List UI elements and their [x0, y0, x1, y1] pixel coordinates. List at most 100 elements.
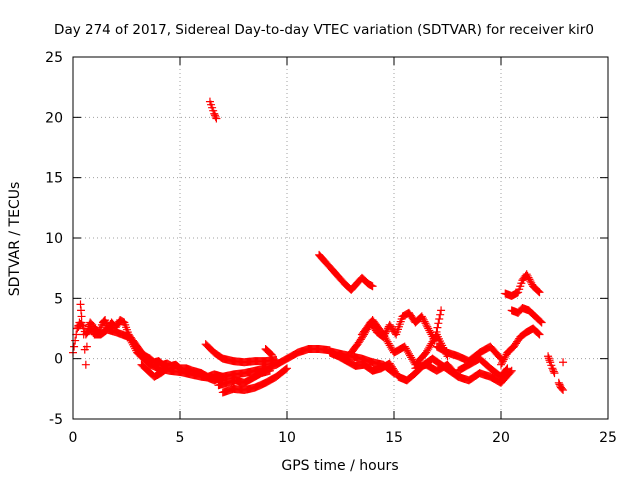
data-point [419, 315, 428, 324]
x-tick-label: 20 [492, 430, 510, 446]
data-point [81, 360, 90, 369]
y-tick-label: 25 [45, 50, 63, 66]
data-point [162, 365, 171, 374]
data-point [526, 277, 535, 286]
data-point [499, 355, 508, 364]
data-point [501, 352, 510, 361]
data-point [557, 384, 566, 393]
data-point [421, 319, 430, 328]
y-axis-label: SDTVAR / TECUs [7, 182, 23, 297]
data-point [502, 365, 511, 374]
data-point [422, 321, 431, 330]
data-segment [201, 340, 281, 367]
data-segment [218, 364, 291, 397]
data-segment [411, 360, 516, 387]
data-segment [497, 324, 544, 369]
data-point [498, 357, 507, 366]
series-layer [69, 97, 568, 397]
data-point [534, 329, 543, 338]
data-point [268, 351, 277, 360]
data-point [266, 349, 275, 358]
data-point [212, 114, 221, 123]
data-point [497, 358, 506, 367]
x-tick-label: 0 [69, 430, 78, 446]
data-point [418, 314, 427, 323]
data-point [503, 364, 512, 373]
data-segment [205, 97, 221, 123]
axis-ticks: 0 5 10 15 20 25 -5 0 5 10 15 20 25 [45, 50, 617, 446]
data-point [161, 365, 170, 374]
y-tick-label: 0 [54, 352, 63, 368]
data-point [82, 342, 91, 351]
data-point [533, 328, 542, 337]
data-point [534, 287, 543, 296]
data-point [283, 364, 291, 373]
data-point [544, 354, 553, 363]
y-tick-label: 5 [54, 291, 63, 307]
data-point [436, 310, 445, 319]
data-point [71, 336, 80, 345]
data-point [559, 358, 568, 367]
data-point [435, 315, 444, 324]
x-axis-label: GPS time / hours [281, 458, 398, 474]
data-segment [554, 378, 568, 395]
data-segment [214, 366, 274, 390]
x-tick-label: 25 [599, 430, 617, 446]
data-point [522, 270, 531, 279]
x-tick-label: 5 [176, 430, 185, 446]
data-point [549, 367, 558, 376]
data-point [537, 318, 546, 327]
data-point [535, 330, 544, 339]
data-segment [137, 360, 172, 381]
data-point [265, 366, 274, 375]
data-point [437, 306, 446, 315]
data-point [70, 342, 79, 351]
y-tick-label: 20 [45, 110, 63, 126]
grid [73, 57, 608, 419]
data-point [420, 317, 429, 326]
data-point [535, 288, 544, 297]
data-point [533, 286, 542, 295]
y-tick-label: 15 [45, 171, 63, 187]
data-point [72, 330, 81, 339]
data-point [163, 364, 172, 373]
data-point [500, 353, 509, 362]
data-point [559, 386, 568, 395]
data-segment [432, 342, 505, 366]
data-segment [559, 358, 568, 367]
data-point [545, 356, 554, 365]
data-segment [544, 352, 559, 378]
data-point [281, 365, 290, 374]
data-segment [261, 345, 277, 360]
data-point [434, 319, 443, 328]
data-point [525, 275, 534, 284]
x-tick-label: 15 [385, 430, 403, 446]
data-point [497, 360, 505, 369]
data-point [536, 317, 545, 326]
data-point [211, 112, 220, 121]
y-tick-label: 10 [45, 231, 63, 247]
data-point [527, 278, 536, 287]
data-point [424, 324, 433, 333]
data-segment [501, 270, 544, 300]
data-point [267, 350, 276, 359]
data-point [423, 322, 432, 331]
data-point [544, 352, 553, 361]
data-point [368, 282, 377, 291]
chart-title: Day 274 of 2017, Sidereal Day-to-day VTE… [54, 22, 594, 38]
data-point [524, 273, 533, 282]
y-tick-label: -5 [49, 412, 63, 428]
data-point [550, 369, 559, 378]
x-tick-label: 10 [278, 430, 296, 446]
data-segment [507, 303, 546, 327]
data-point [425, 326, 434, 335]
data-segment [454, 354, 512, 381]
data-point [417, 312, 426, 321]
data-point [523, 271, 532, 280]
data-point [433, 323, 442, 332]
data-segment [315, 250, 377, 294]
data-point [100, 316, 109, 325]
data-segment [73, 318, 227, 385]
